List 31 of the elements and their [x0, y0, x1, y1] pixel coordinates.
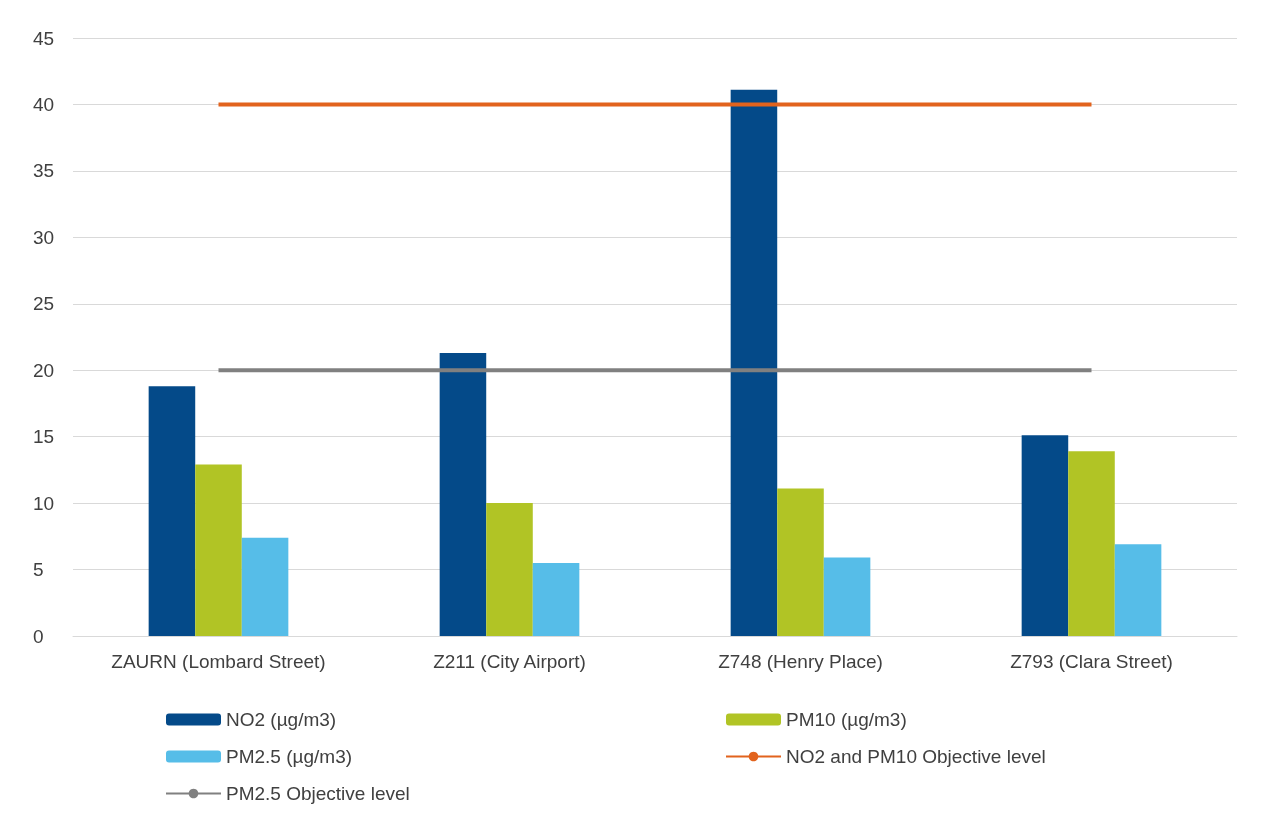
x-tick-label: Z211 (City Airport): [433, 651, 586, 672]
bar: [486, 503, 533, 636]
legend-label: PM2.5 Objective level: [226, 783, 410, 804]
bar: [241, 537, 289, 636]
bar: [148, 386, 196, 636]
legend-label: PM2.5 (µg/m3): [226, 746, 353, 767]
y-tick-label: 10: [33, 492, 55, 514]
y-tick-label: 30: [33, 226, 55, 248]
bar: [439, 352, 487, 636]
y-tick-label: 15: [33, 426, 55, 448]
y-tick-label: 20: [33, 359, 55, 381]
y-tick-label: 40: [33, 93, 55, 115]
legend-label: NO2 and PM10 Objective level: [786, 746, 1046, 767]
bar: [532, 562, 580, 636]
bar: [823, 557, 871, 636]
y-tick-label: 35: [33, 160, 55, 182]
bar: [1021, 435, 1069, 636]
y-tick-label: 5: [33, 559, 44, 581]
bar: [1114, 544, 1162, 636]
bar: [777, 488, 824, 636]
y-tick-label: 25: [33, 293, 55, 315]
x-tick-label: Z748 (Henry Place): [718, 651, 883, 672]
legend-label: NO2 (µg/m3): [226, 709, 337, 730]
x-tick-label: ZAURN (Lombard Street): [111, 651, 326, 672]
legend-label: PM10 (µg/m3): [786, 709, 907, 730]
x-tick-label: Z793 (Clara Street): [1010, 651, 1173, 672]
y-tick-label: 45: [33, 27, 55, 49]
bar: [1068, 451, 1115, 636]
bar: [730, 89, 778, 636]
y-tick-label: 0: [33, 625, 44, 647]
bar: [195, 464, 242, 636]
